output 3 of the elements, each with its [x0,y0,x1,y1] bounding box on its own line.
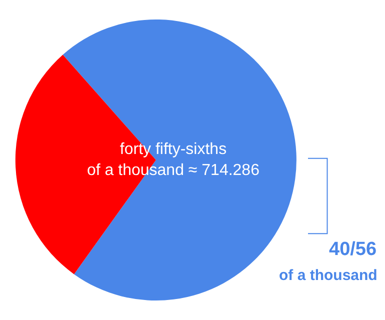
pie-slice [62,20,296,300]
text: 40/56 [329,239,377,260]
text: of a thousand [279,267,378,284]
